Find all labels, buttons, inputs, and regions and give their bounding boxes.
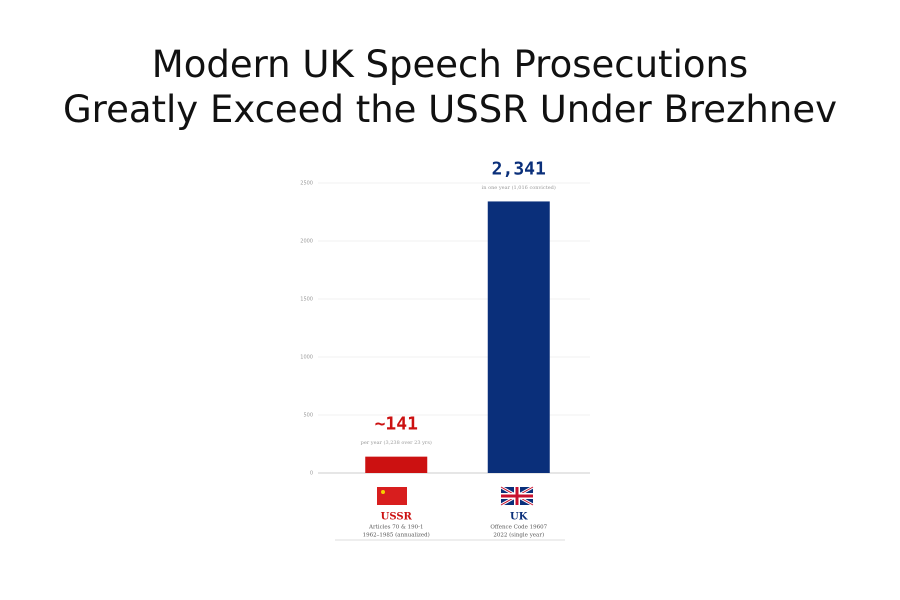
uk-flag bbox=[500, 485, 534, 507]
chart-title: Modern UK Speech Prosecutions Greatly Ex… bbox=[0, 42, 900, 132]
title-line: Greatly Exceed the USSR Under Brezhnev bbox=[63, 88, 837, 131]
ussr-flag bbox=[377, 487, 407, 505]
value-note: in one year (1,016 convicted) bbox=[482, 184, 556, 191]
value-note: per year (3,238 over 23 yrs) bbox=[361, 439, 432, 446]
x-tick-label: USSR bbox=[381, 512, 413, 523]
y-tick-label: 1500 bbox=[300, 297, 313, 303]
bar bbox=[365, 456, 428, 473]
y-tick-label: 0 bbox=[310, 471, 313, 477]
y-tick-label: 1000 bbox=[300, 355, 313, 361]
category-description: 2022 (single year) bbox=[493, 532, 544, 539]
value-label: ~141 bbox=[375, 414, 418, 435]
category-description: Articles 70 & 190-1 bbox=[368, 525, 423, 531]
bar bbox=[487, 201, 550, 473]
title-line: Modern UK Speech Prosecutions bbox=[151, 43, 749, 86]
x-tick-label: UK bbox=[510, 512, 528, 523]
value-label: 2,341 bbox=[492, 158, 546, 179]
category-description: 1962–1985 (annualized) bbox=[363, 532, 430, 539]
category-description: Offence Code 19607 bbox=[490, 525, 547, 531]
y-tick-label: 500 bbox=[303, 413, 313, 419]
y-tick-label: 2500 bbox=[300, 181, 313, 187]
y-tick-label: 2000 bbox=[300, 239, 313, 245]
